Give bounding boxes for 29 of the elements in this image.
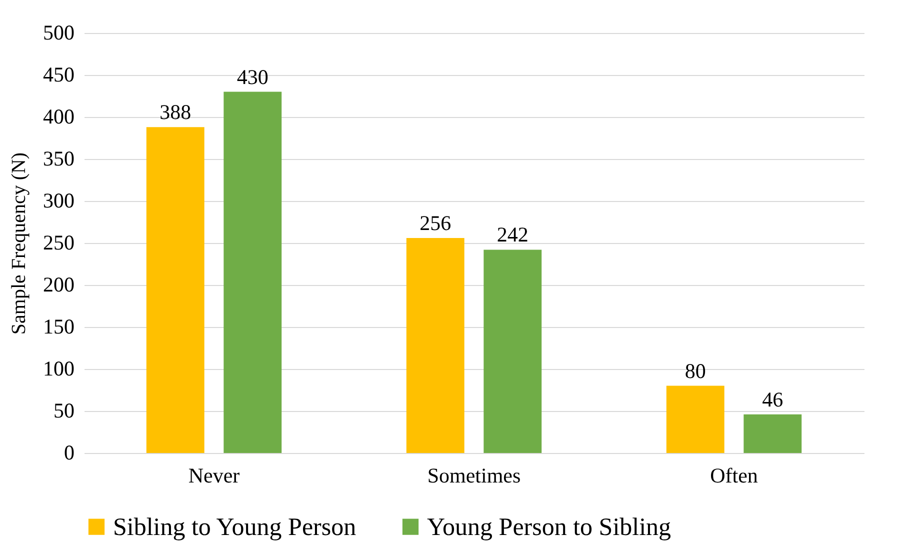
x-tick-label: Never — [188, 464, 240, 488]
y-tick-label: 0 — [64, 440, 74, 464]
legend-label: Young Person to Sibling — [427, 514, 672, 541]
x-tick-label: Sometimes — [427, 464, 521, 488]
data-label: 242 — [496, 222, 528, 247]
y-tick-label: 500 — [43, 20, 74, 44]
bar — [146, 127, 204, 453]
y-tick-label: 450 — [43, 62, 74, 86]
data-label: 80 — [684, 358, 706, 383]
bar — [744, 414, 802, 453]
legend-label: Sibling to Young Person — [113, 514, 357, 541]
y-tick-label: 250 — [43, 230, 74, 254]
y-tick-label: 300 — [43, 188, 74, 212]
y-tick-label: 100 — [43, 356, 74, 380]
y-tick-label: 350 — [43, 146, 74, 170]
bar — [224, 92, 282, 453]
y-tick-label: 200 — [43, 272, 74, 296]
bar — [666, 386, 724, 453]
data-label: 388 — [160, 100, 192, 124]
data-label: 256 — [420, 210, 452, 235]
x-tick-label: Often — [710, 464, 758, 488]
data-label: 46 — [762, 387, 784, 412]
data-label: 430 — [236, 64, 268, 89]
y-tick-label: 50 — [54, 398, 74, 422]
y-tick-label: 150 — [43, 314, 74, 338]
y-axis-title: Sample Frequency (N) — [8, 152, 30, 335]
y-tick-label: 400 — [43, 104, 74, 128]
bar — [406, 238, 464, 453]
bar — [484, 250, 542, 453]
